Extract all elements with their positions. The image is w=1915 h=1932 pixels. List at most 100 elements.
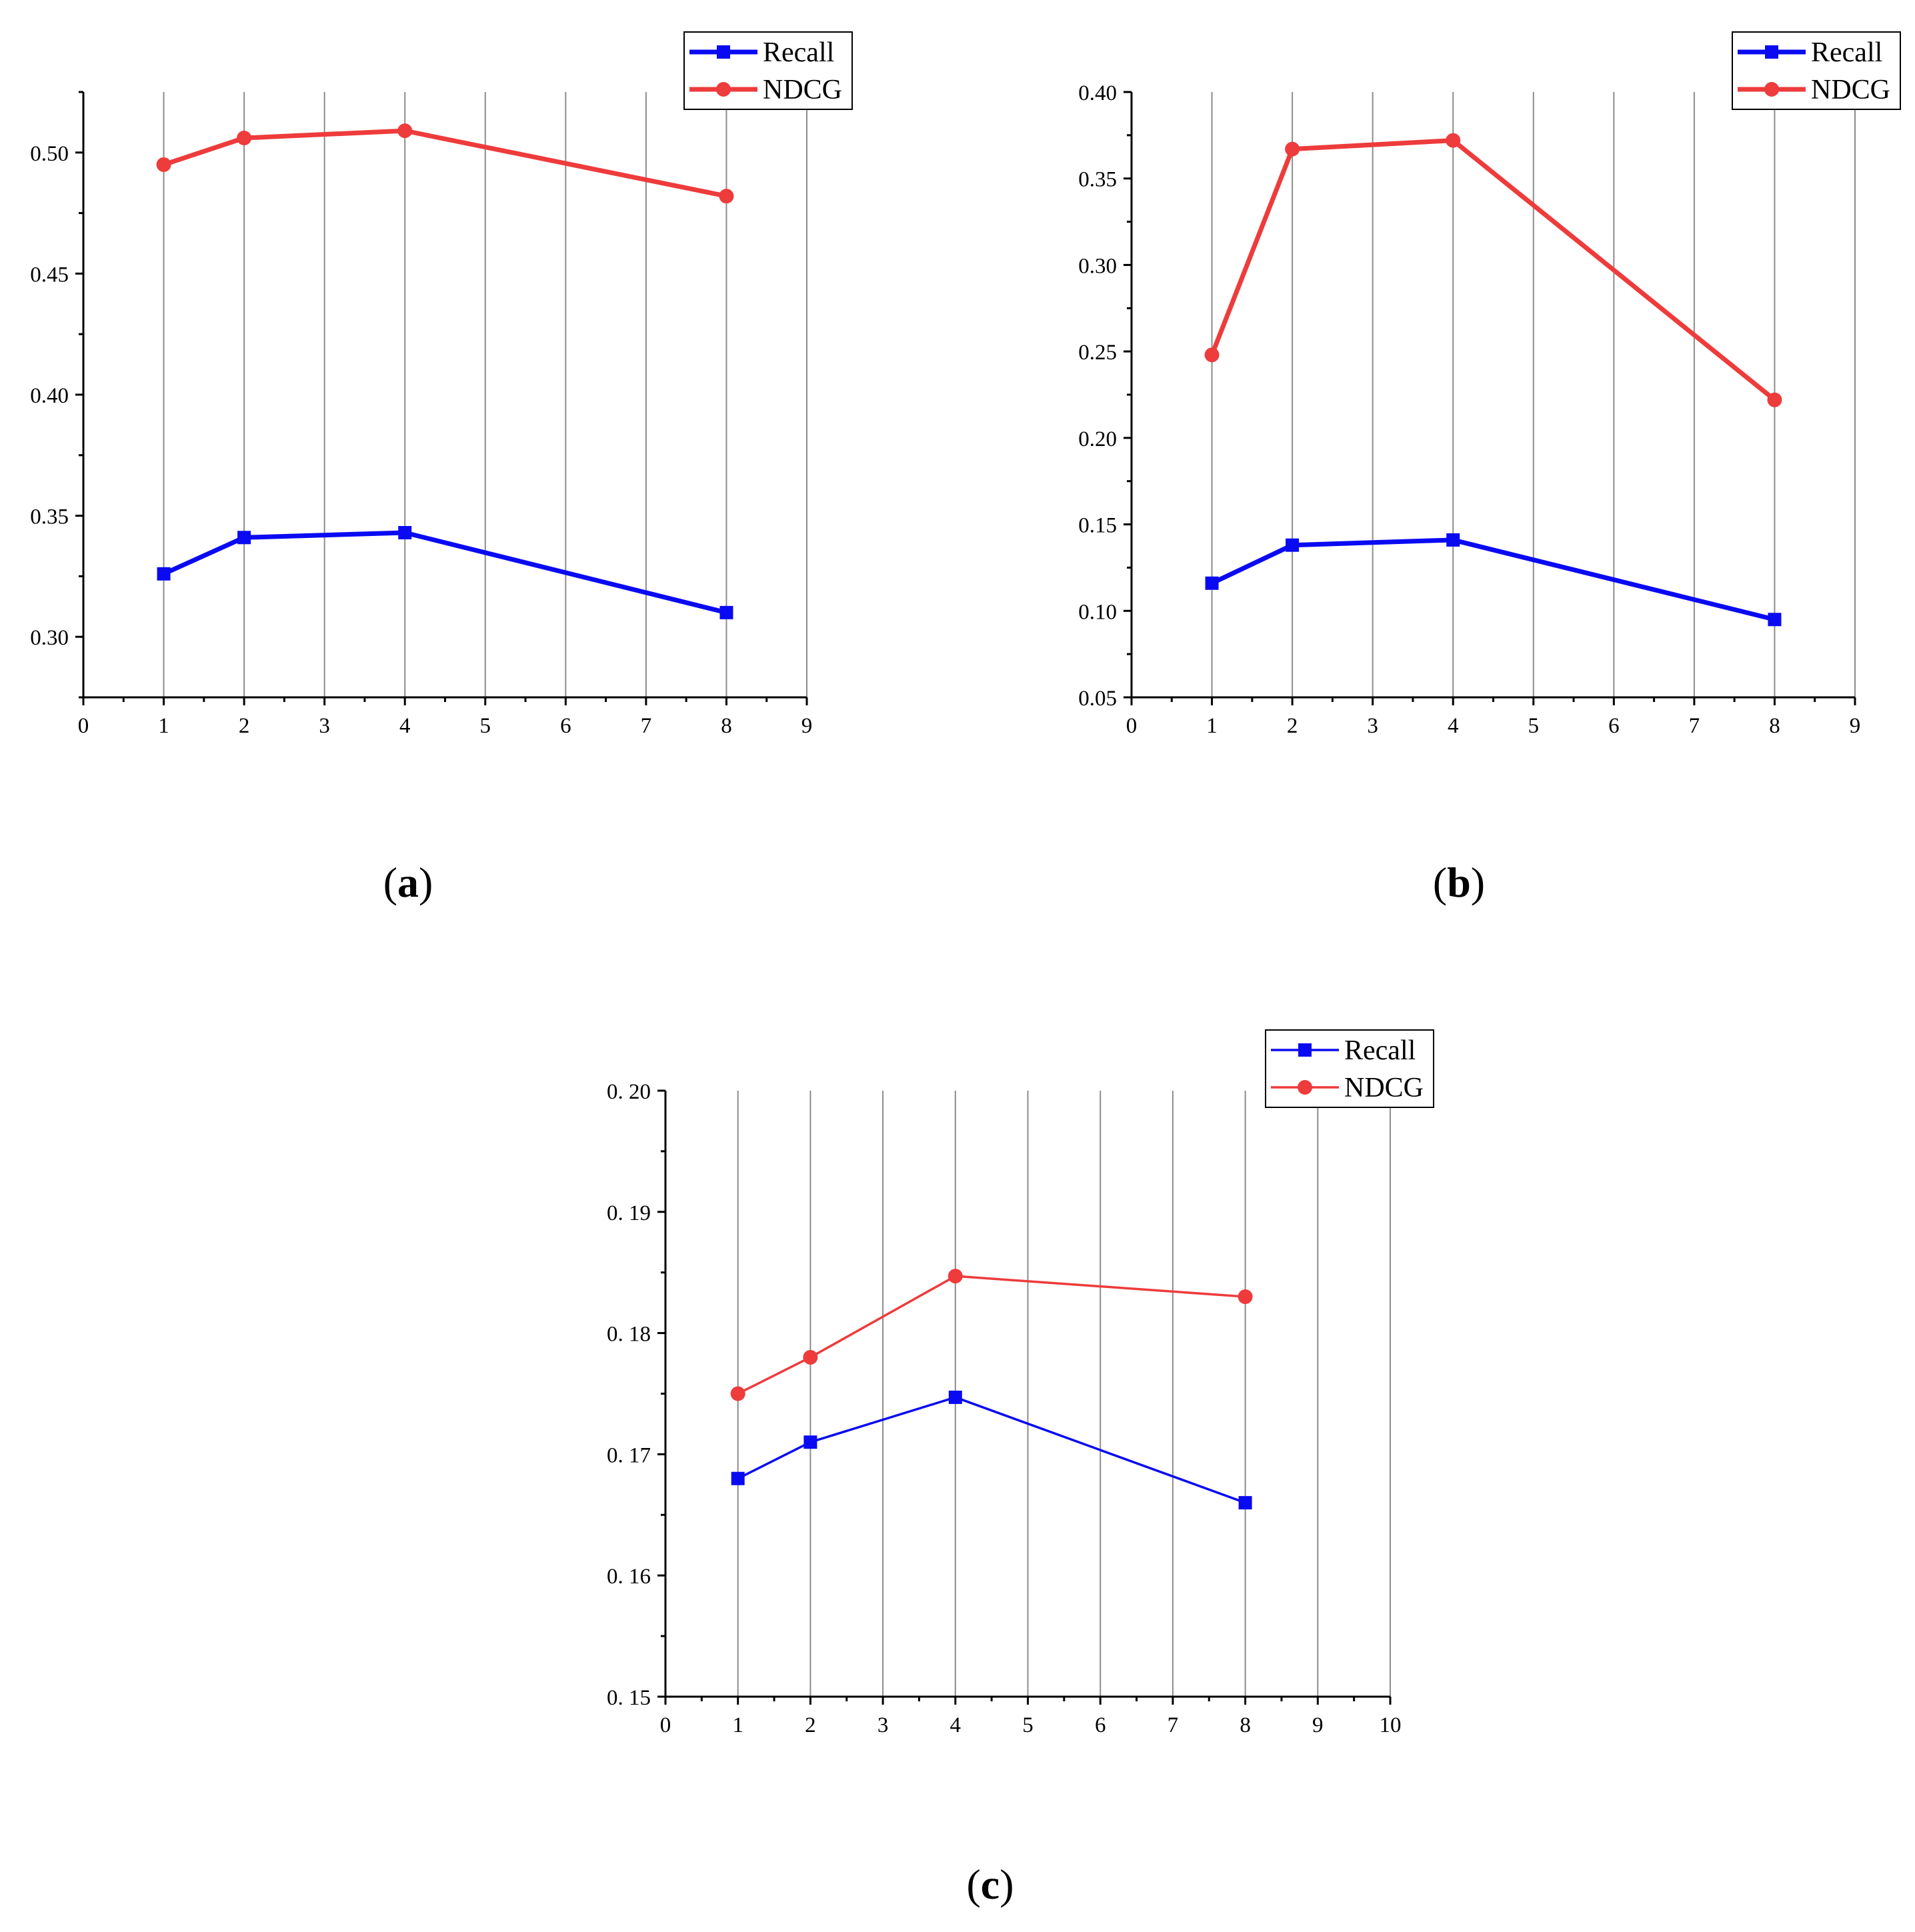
y-tick-label: 0.45 xyxy=(30,263,69,287)
panel-caption: (c) xyxy=(966,1861,1014,1908)
x-tick-label: 6 xyxy=(560,714,571,738)
x-tick-label: 2 xyxy=(239,714,250,738)
series-line-ndcg xyxy=(163,128,727,199)
legend-label-ndcg: NDCG xyxy=(1344,1073,1424,1103)
x-tick-label: 3 xyxy=(319,714,330,738)
x-tick-label: 6 xyxy=(1095,1713,1106,1737)
x-tick-label: 2 xyxy=(1287,714,1298,738)
data-point-recall xyxy=(719,605,733,619)
series-line-recall xyxy=(1211,537,1776,622)
x-tick-label: 9 xyxy=(801,714,813,738)
data-point-recall xyxy=(157,567,171,581)
chart-panel-b: 0 1 2 3 4 5 6 7 8 9 0.05 0.10 0.15 0.20 0.25 0.30 0.35 0.… xyxy=(1078,31,1901,906)
x-tick-label: 8 xyxy=(1240,1713,1251,1737)
data-point-ndcg xyxy=(1204,347,1220,363)
data-point-ndcg xyxy=(156,157,171,172)
series-line-ndcg xyxy=(737,1275,1246,1395)
data-point-ndcg xyxy=(1285,141,1300,157)
y-tick-label: 0.35 xyxy=(30,505,69,529)
data-point-recall xyxy=(237,531,251,545)
y-tick-label: 0.10 xyxy=(1078,600,1117,624)
x-tick-label: 4 xyxy=(399,714,411,738)
chart-panel-c: 0 1 2 3 4 5 6 7 8 9 10 0. 15 0. 16 0. 17 0. 18 0. 19 0. … xyxy=(607,1029,1434,1908)
x-tick-label: 2 xyxy=(805,1713,816,1737)
x-tick-label: 9 xyxy=(1312,1713,1324,1737)
x-tick-label: 5 xyxy=(1022,1713,1034,1737)
y-tick-label: 0. 19 xyxy=(607,1201,651,1225)
legend-marker-ndcg xyxy=(716,82,731,97)
x-tick-label: 4 xyxy=(1448,714,1459,738)
data-point-recall xyxy=(803,1435,817,1449)
y-tick-label: 0.35 xyxy=(1078,168,1117,192)
x-tick-label: 1 xyxy=(158,714,169,738)
panel-caption: (a) xyxy=(383,859,433,906)
x-tick-label: 1 xyxy=(1206,714,1218,738)
y-tick-label: 0.30 xyxy=(30,626,69,650)
x-tick-label: 3 xyxy=(1367,714,1378,738)
data-point-ndcg xyxy=(397,123,413,139)
x-tick-label: 0 xyxy=(78,714,89,738)
legend-marker-recall xyxy=(1298,1043,1312,1057)
legend-marker-ndcg xyxy=(1764,82,1779,97)
panel-caption: (b) xyxy=(1433,859,1485,906)
x-tick-label: 6 xyxy=(1608,714,1620,738)
y-tick-label: 0.30 xyxy=(1078,254,1117,278)
x-tick-label: 4 xyxy=(950,1713,962,1737)
x-tick-label: 7 xyxy=(1689,714,1700,738)
y-tick-label: 0.05 xyxy=(1078,687,1117,711)
x-tick-label: 8 xyxy=(721,714,732,738)
legend-box xyxy=(683,31,853,110)
series-line-recall xyxy=(737,1396,1246,1504)
y-tick-label: 0. 18 xyxy=(607,1323,651,1347)
legend-marker-ndcg xyxy=(1298,1080,1312,1095)
y-tick-label: 0.40 xyxy=(30,384,69,408)
data-point-recall xyxy=(398,526,412,540)
y-tick-label: 0.15 xyxy=(1078,514,1117,538)
x-tick-label: 7 xyxy=(641,714,652,738)
y-tick-label: 0.20 xyxy=(1078,427,1117,451)
y-tick-label: 0. 15 xyxy=(607,1686,651,1710)
data-point-recall xyxy=(1205,576,1219,590)
data-point-recall xyxy=(731,1471,745,1485)
series-line-ndcg xyxy=(1210,138,1776,402)
data-point-ndcg xyxy=(947,1269,963,1284)
legend-label-ndcg: NDCG xyxy=(1811,75,1890,105)
data-point-recall xyxy=(1286,538,1300,552)
legend-label-recall: Recall xyxy=(763,37,834,68)
x-tick-label: 3 xyxy=(877,1713,889,1737)
x-tick-label: 1 xyxy=(732,1713,743,1737)
x-tick-label: 8 xyxy=(1769,714,1780,738)
data-point-recall xyxy=(948,1390,962,1404)
data-point-ndcg xyxy=(803,1349,818,1365)
x-tick-label: 7 xyxy=(1168,1713,1179,1737)
y-tick-label: 0. 20 xyxy=(607,1080,651,1104)
data-point-recall xyxy=(1768,613,1782,627)
x-tick-label: 5 xyxy=(1528,714,1540,738)
x-tick-label: 10 xyxy=(1380,1713,1402,1737)
legend-marker-recall xyxy=(1765,45,1778,59)
y-tick-label: 0.25 xyxy=(1078,341,1117,365)
data-point-ndcg xyxy=(1767,392,1782,407)
data-point-ndcg xyxy=(730,1386,745,1401)
data-point-ndcg xyxy=(719,189,734,204)
data-point-ndcg xyxy=(237,131,252,146)
data-point-ndcg xyxy=(1238,1289,1253,1305)
x-tick-label: 0 xyxy=(1126,714,1138,738)
legend-label-recall: Recall xyxy=(1811,37,1882,68)
chart-panel-a: 0 1 2 3 4 5 6 7 8 9 0.30 0.35 0.40 0.45 0.50 Recall NDCG… xyxy=(30,31,853,906)
legend-marker-recall xyxy=(717,45,730,59)
legend-box xyxy=(1732,31,1901,110)
legend-box xyxy=(1265,1029,1434,1108)
y-tick-label: 0. 17 xyxy=(607,1443,651,1467)
data-point-recall xyxy=(1446,533,1460,547)
series-line-recall xyxy=(163,530,727,615)
legend-label-recall: Recall xyxy=(1344,1035,1416,1066)
data-point-ndcg xyxy=(1446,133,1461,148)
legend-label-ndcg: NDCG xyxy=(763,75,842,105)
x-tick-label: 0 xyxy=(660,1713,671,1737)
y-tick-label: 0.50 xyxy=(30,142,69,166)
x-tick-label: 9 xyxy=(1850,714,1861,738)
y-tick-label: 0.40 xyxy=(1078,81,1117,105)
x-tick-label: 5 xyxy=(480,714,491,738)
